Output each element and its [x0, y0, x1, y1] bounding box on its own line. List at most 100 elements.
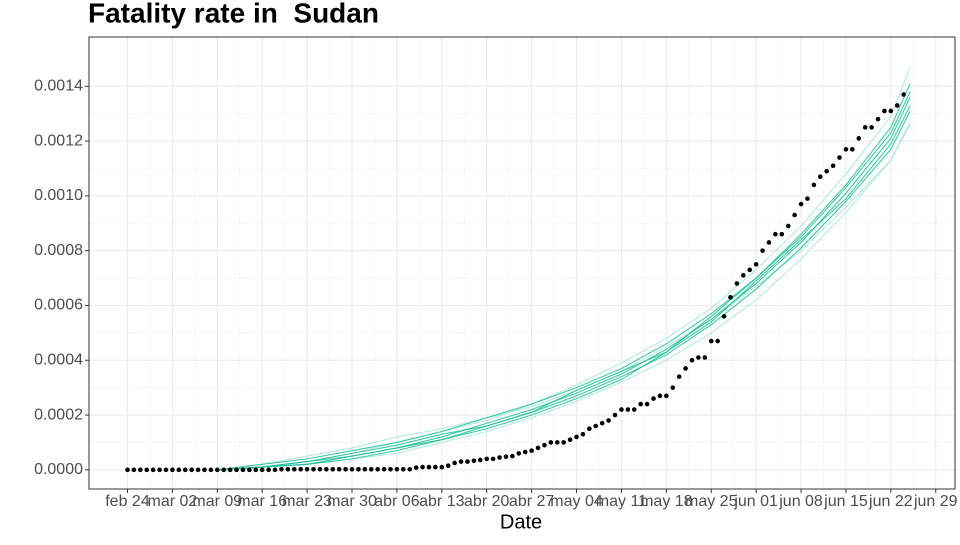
- data-point: [824, 168, 830, 174]
- data-point: [150, 467, 156, 473]
- data-point: [356, 466, 361, 472]
- data-point: [221, 467, 227, 473]
- data-point: [458, 459, 464, 464]
- data-point: [163, 467, 169, 473]
- plot-border: [88, 36, 956, 490]
- data-point: [708, 338, 714, 344]
- series-line: [217, 110, 911, 471]
- series-line: [217, 91, 911, 471]
- data-point: [401, 466, 406, 472]
- data-point: [657, 393, 663, 399]
- x-tick-label: may 18: [640, 493, 693, 510]
- data-point: [510, 453, 515, 459]
- data-point: [567, 437, 573, 442]
- data-point: [747, 267, 753, 273]
- data-point: [580, 431, 586, 437]
- data-point: [465, 459, 470, 464]
- data-point: [234, 467, 239, 473]
- data-point: [426, 464, 432, 470]
- x-axis-label: Date: [500, 511, 542, 533]
- data-point: [227, 467, 233, 473]
- x-tick-label: may 11: [596, 493, 647, 510]
- data-point: [170, 467, 175, 473]
- data-point: [875, 116, 881, 122]
- data-point: [702, 355, 708, 360]
- data-point: [612, 412, 618, 418]
- y-tick-label: 0.0010: [34, 187, 83, 204]
- x-tick-label: mar 02: [147, 493, 197, 510]
- data-point: [240, 467, 246, 473]
- data-point: [529, 448, 534, 453]
- data-point: [285, 466, 291, 472]
- x-tick-label: abr 13: [419, 493, 464, 510]
- data-point: [478, 457, 483, 463]
- y-tick-label: 0.0014: [34, 78, 83, 95]
- y-tick-label: 0.0008: [34, 242, 83, 259]
- data-point: [324, 466, 329, 472]
- series-line: [217, 105, 911, 471]
- x-tick-label: jun 22: [868, 493, 913, 510]
- chart-title: Fatality rate in Sudan: [88, 0, 379, 28]
- x-tick-label: jun 15: [823, 493, 868, 510]
- x-tick-label: jun 08: [778, 493, 823, 510]
- data-point: [490, 456, 496, 462]
- data-point: [144, 467, 150, 473]
- data-point: [516, 451, 522, 456]
- data-point: [202, 467, 207, 473]
- data-point: [131, 467, 137, 473]
- data-point: [368, 466, 374, 472]
- data-point: [753, 262, 759, 267]
- data-point: [670, 385, 676, 390]
- data-point: [805, 196, 810, 201]
- x-tick-label: jun 01: [733, 493, 778, 510]
- data-point: [882, 108, 887, 114]
- data-point: [554, 440, 560, 445]
- data-point: [606, 418, 611, 423]
- x-tick-label: feb 24: [105, 493, 150, 510]
- data-point: [317, 466, 323, 472]
- data-point: [125, 467, 130, 473]
- data-point: [291, 466, 297, 472]
- data-point: [182, 467, 188, 473]
- data-point: [683, 366, 688, 371]
- data-point: [542, 442, 547, 448]
- data-point: [785, 223, 791, 229]
- data-point: [375, 466, 380, 472]
- data-point: [696, 355, 701, 360]
- data-point: [792, 212, 797, 218]
- data-point: [651, 396, 656, 401]
- data-point: [734, 281, 740, 286]
- data-point: [266, 467, 271, 473]
- data-point: [445, 463, 451, 469]
- data-point: [394, 466, 400, 472]
- data-point: [798, 201, 804, 207]
- y-tick-label: 0.0000: [34, 461, 83, 478]
- data-point: [349, 466, 355, 472]
- data-point: [420, 464, 425, 470]
- data-point: [407, 466, 413, 472]
- x-tick-label: may 04: [550, 493, 603, 510]
- x-tick-label: mar 23: [282, 493, 332, 510]
- data-point: [138, 467, 143, 473]
- data-point: [619, 407, 624, 412]
- data-point: [869, 125, 874, 130]
- data-point: [811, 182, 817, 188]
- data-point: [856, 136, 862, 141]
- data-point: [253, 467, 259, 473]
- plot-background: [89, 37, 955, 489]
- data-point: [471, 458, 477, 464]
- data-point: [676, 374, 682, 379]
- data-point: [362, 466, 368, 472]
- data-point: [644, 401, 650, 407]
- x-tick-label: jun 29: [913, 493, 958, 510]
- data-point: [574, 434, 579, 440]
- y-tick-label: 0.0012: [34, 132, 83, 149]
- data-point: [503, 454, 509, 459]
- data-point: [330, 466, 336, 472]
- data-point: [214, 467, 220, 473]
- data-point: [817, 174, 823, 180]
- data-point: [773, 231, 778, 237]
- data-point: [157, 467, 162, 473]
- data-point: [413, 465, 419, 470]
